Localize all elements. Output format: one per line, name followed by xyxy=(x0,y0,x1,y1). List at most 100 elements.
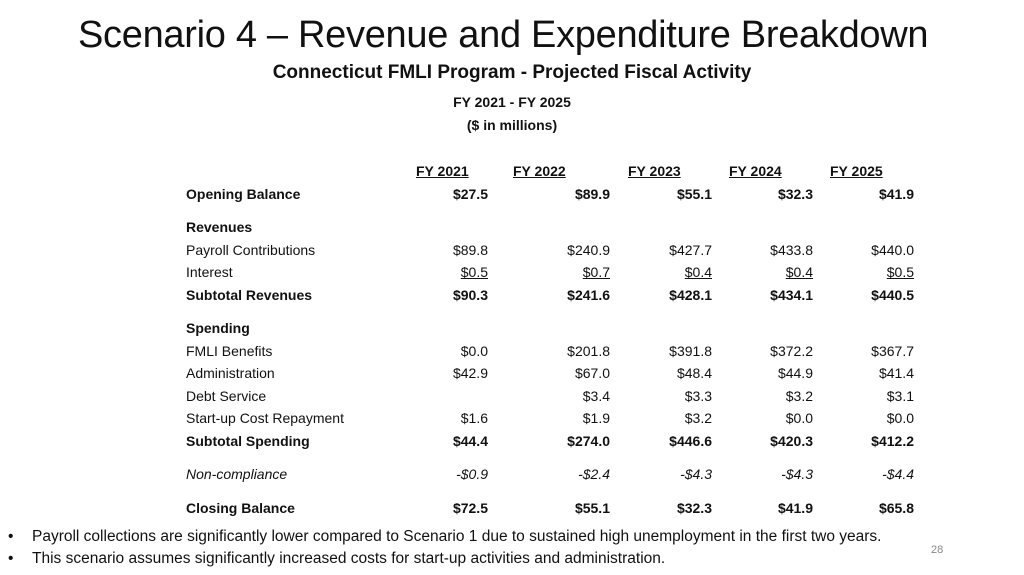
value-cell: $41.9 xyxy=(878,185,914,202)
value-cell: $55.1 xyxy=(676,185,712,202)
slide-title: Scenario 4 – Revenue and Expenditure Bre… xyxy=(78,14,929,56)
value-cell: $3.3 xyxy=(684,387,712,404)
row-label: Interest xyxy=(186,264,233,280)
value-cell: $433.8 xyxy=(770,241,813,258)
value-cell: $201.8 xyxy=(567,342,610,359)
value-cell: $412.2 xyxy=(871,432,914,449)
value-cell: $440.5 xyxy=(871,286,914,303)
bullet-icon: • xyxy=(8,550,14,567)
value-cell: $0.5 xyxy=(460,264,488,280)
value-cell: $3.2 xyxy=(785,387,813,404)
value-cell: $0.4 xyxy=(684,264,712,280)
value-cell: $0.5 xyxy=(886,264,914,280)
row-label: Administration xyxy=(186,365,275,381)
value-cell: $446.6 xyxy=(669,432,712,449)
value-cell: $1.9 xyxy=(582,410,610,426)
value-cell: $67.0 xyxy=(574,365,610,381)
row-label: Closing Balance xyxy=(186,499,295,516)
header-fy2024: FY 2024 xyxy=(729,163,782,179)
value-cell: $48.4 xyxy=(676,365,712,381)
value-cell xyxy=(416,385,488,408)
value-cell: $44.9 xyxy=(777,365,813,381)
value-cell: $41.9 xyxy=(777,499,813,516)
value-cell: -$2.4 xyxy=(578,466,610,482)
table-row-closing-balance: Closing Balance $72.5 $55.1 $32.3 $41.9 … xyxy=(186,497,914,520)
value-cell: $89.9 xyxy=(574,185,610,202)
value-cell: $44.4 xyxy=(452,432,488,449)
value-cell: $65.8 xyxy=(878,499,914,516)
value-cell: $41.4 xyxy=(878,365,914,381)
value-cell: $90.3 xyxy=(452,286,488,303)
bullet-list: • Payroll collections are significantly … xyxy=(8,526,1018,570)
table-header-row: FY 2021 FY 2022 FY 2023 FY 2024 FY 2025 xyxy=(186,160,914,183)
table-row-payroll-contributions: Payroll Contributions $89.8 $240.9 $427.… xyxy=(186,239,914,262)
value-cell: $42.9 xyxy=(452,365,488,381)
section-heading: Revenues xyxy=(186,219,253,235)
table-row-administration: Administration $42.9 $67.0 $48.4 $44.9 $… xyxy=(186,362,914,385)
value-cell: -$0.9 xyxy=(456,466,488,482)
row-label: Opening Balance xyxy=(186,185,301,202)
row-label: Payroll Contributions xyxy=(186,241,316,258)
bullet-icon: • xyxy=(8,528,14,545)
value-cell: $3.1 xyxy=(886,387,914,404)
value-cell: $440.0 xyxy=(871,241,914,258)
value-cell: $420.3 xyxy=(770,432,813,449)
bullet-text: This scenario assumes significantly incr… xyxy=(32,550,666,567)
value-cell: -$4.4 xyxy=(882,466,914,482)
table-subtitle: Connecticut FMLI Program - Projected Fis… xyxy=(272,62,752,83)
header-fy2021: FY 2021 xyxy=(416,163,469,179)
header-fy2022: FY 2022 xyxy=(513,163,566,179)
value-cell: $240.9 xyxy=(567,241,610,258)
table-section-spending: Spending xyxy=(186,317,914,340)
section-heading: Spending xyxy=(186,320,250,336)
value-cell: -$4.3 xyxy=(680,466,712,482)
value-cell: $274.0 xyxy=(567,432,610,449)
value-cell: $428.1 xyxy=(669,286,712,303)
value-cell: $3.4 xyxy=(582,387,610,404)
value-cell: $27.5 xyxy=(452,185,488,202)
fiscal-years-range: FY 2021 - FY 2025 xyxy=(453,94,571,110)
value-cell: $427.7 xyxy=(669,241,712,258)
table-row-opening-balance: Opening Balance $27.5 $89.9 $55.1 $32.3 … xyxy=(186,183,914,206)
row-label: Subtotal Revenues xyxy=(186,286,313,303)
table-row-interest: Interest $0.5 $0.7 $0.4 $0.4 $0.5 xyxy=(186,261,914,284)
value-cell: $0.0 xyxy=(785,410,813,426)
table-row-debt-service: Debt Service $3.4 $3.3 $3.2 $3.1 xyxy=(186,385,914,408)
bullet-text: Payroll collections are significantly lo… xyxy=(32,528,882,545)
value-cell: -$4.3 xyxy=(781,466,813,482)
header-fy2023: FY 2023 xyxy=(628,163,681,179)
row-label: Subtotal Spending xyxy=(186,432,310,449)
row-label: Start-up Cost Repayment xyxy=(186,410,344,426)
value-cell: $0.0 xyxy=(460,342,488,359)
table-row-subtotal-revenues: Subtotal Revenues $90.3 $241.6 $428.1 $4… xyxy=(186,284,914,307)
header-fy2025: FY 2025 xyxy=(830,163,883,179)
value-cell: $55.1 xyxy=(574,499,610,516)
value-cell: $391.8 xyxy=(669,342,712,359)
table-row-non-compliance: Non-compliance -$0.9 -$2.4 -$4.3 -$4.3 -… xyxy=(186,463,914,486)
value-cell: $434.1 xyxy=(770,286,813,303)
table-row-fmli-benefits: FMLI Benefits $0.0 $201.8 $391.8 $372.2 … xyxy=(186,340,914,363)
value-cell: $0.4 xyxy=(785,264,813,280)
table-row-startup-repayment: Start-up Cost Repayment $1.6 $1.9 $3.2 $… xyxy=(186,407,914,430)
table-row-subtotal-spending: Subtotal Spending $44.4 $274.0 $446.6 $4… xyxy=(186,430,914,453)
value-cell: $32.3 xyxy=(777,185,813,202)
row-label: Debt Service xyxy=(186,387,267,404)
value-cell: $1.6 xyxy=(460,410,488,426)
table-section-revenues: Revenues xyxy=(186,216,914,239)
value-cell: $372.2 xyxy=(770,342,813,359)
row-label: FMLI Benefits xyxy=(186,342,273,359)
value-cell: $72.5 xyxy=(452,499,488,516)
bullet-item: • Payroll collections are significantly … xyxy=(8,526,1018,548)
value-cell: $241.6 xyxy=(567,286,610,303)
bullet-item: • This scenario assumes significantly in… xyxy=(8,548,1018,570)
fiscal-activity-table: FY 2021 FY 2022 FY 2023 FY 2024 FY 2025 … xyxy=(186,160,914,519)
value-cell: $89.8 xyxy=(452,241,488,258)
value-cell: $0.7 xyxy=(582,264,610,280)
value-cell: $3.2 xyxy=(684,410,712,426)
value-cell: $0.0 xyxy=(886,410,914,426)
value-cell: $32.3 xyxy=(676,499,712,516)
page-number: 28 xyxy=(931,544,944,556)
row-label: Non-compliance xyxy=(186,466,288,482)
units-note: ($ in millions) xyxy=(466,117,558,133)
value-cell: $367.7 xyxy=(871,342,914,359)
